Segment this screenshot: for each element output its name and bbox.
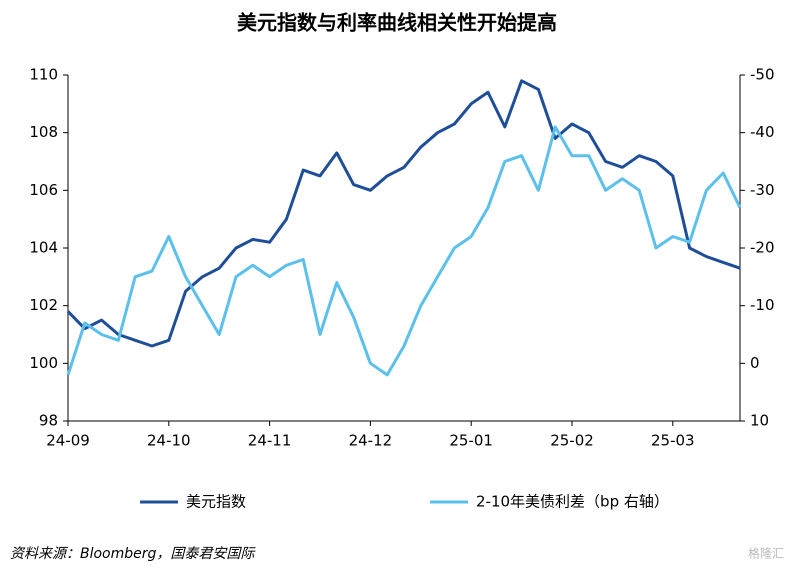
- y2-tick-label: -40: [750, 123, 775, 141]
- y-tick-label: 106: [29, 181, 58, 199]
- x-tick-label: 24-10: [147, 432, 191, 450]
- x-tick-label: 24-12: [349, 432, 393, 450]
- series-line: [66, 79, 741, 348]
- legend-label: 美元指数: [186, 493, 246, 511]
- legend-label: 2-10年美债利差（bp 右轴）: [476, 493, 669, 511]
- y-tick-label: 98: [39, 412, 58, 430]
- y-tick-label: 102: [29, 296, 58, 314]
- y-tick-label: 104: [29, 239, 58, 257]
- x-tick-label: 25-02: [550, 432, 594, 450]
- y2-tick-label: 10: [750, 412, 769, 430]
- x-tick-label: 24-09: [46, 432, 90, 450]
- y2-tick-label: 0: [750, 354, 760, 372]
- y2-tick-label: -10: [750, 296, 775, 314]
- chart-title: 美元指数与利率曲线相关性开始提高: [237, 11, 557, 35]
- y2-tick-label: -50: [750, 66, 775, 84]
- y2-tick-label: -30: [750, 181, 775, 199]
- series-line: [66, 125, 742, 377]
- watermark: 格隆汇: [748, 546, 784, 561]
- x-tick-label: 24-11: [248, 432, 292, 450]
- y-tick-label: 110: [29, 66, 58, 84]
- y-tick-label: 100: [29, 354, 58, 372]
- y-tick-label: 108: [29, 123, 58, 141]
- source-note: 资料来源：Bloomberg，国泰君安国际: [10, 546, 256, 562]
- y2-tick-label: -20: [750, 239, 775, 257]
- x-tick-label: 25-03: [651, 432, 695, 450]
- x-tick-label: 25-01: [449, 432, 493, 450]
